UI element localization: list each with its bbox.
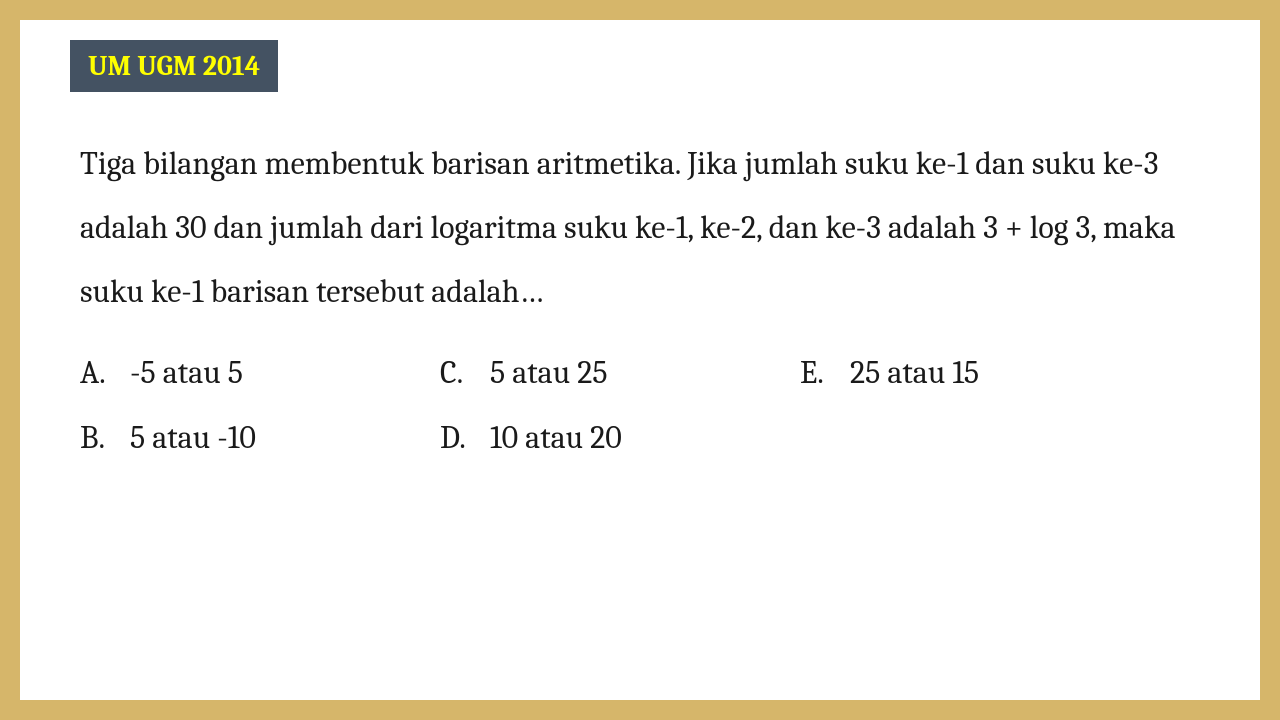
- option-letter: A.: [80, 354, 130, 391]
- option-letter: D.: [440, 419, 490, 456]
- option-column-2: C. 5 atau 25 D. 10 atau 20: [440, 354, 800, 456]
- question-card: UM UGM 2014 Tiga bilangan membentuk bari…: [20, 20, 1260, 700]
- option-b: B. 5 atau -10: [80, 419, 440, 456]
- option-text: 25 atau 15: [850, 354, 1160, 391]
- option-c: C. 5 atau 25: [440, 354, 800, 391]
- option-text: 10 atau 20: [490, 419, 800, 456]
- option-column-3: E. 25 atau 15: [800, 354, 1160, 456]
- option-text: 5 atau 25: [490, 354, 800, 391]
- option-text: -5 atau 5: [130, 354, 440, 391]
- option-letter: C.: [440, 354, 490, 391]
- question-text: Tiga bilangan membentuk barisan aritmeti…: [70, 132, 1210, 324]
- option-a: A. -5 atau 5: [80, 354, 440, 391]
- options-container: A. -5 atau 5 B. 5 atau -10 C. 5 atau 25 …: [70, 354, 1210, 456]
- option-e: E. 25 atau 15: [800, 354, 1160, 391]
- option-letter: B.: [80, 419, 130, 456]
- option-column-1: A. -5 atau 5 B. 5 atau -10: [80, 354, 440, 456]
- option-text: 5 atau -10: [130, 419, 440, 456]
- option-letter: E.: [800, 354, 850, 391]
- exam-badge: UM UGM 2014: [70, 40, 278, 92]
- option-d: D. 10 atau 20: [440, 419, 800, 456]
